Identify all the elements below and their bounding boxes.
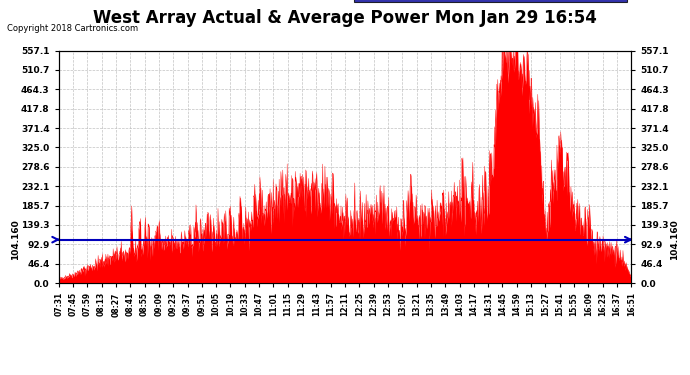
Legend: Average  (DC Watts), West Array  (DC Watts): Average (DC Watts), West Array (DC Watts… <box>355 0 627 2</box>
Text: West Array Actual & Average Power Mon Jan 29 16:54: West Array Actual & Average Power Mon Ja… <box>93 9 597 27</box>
Text: Copyright 2018 Cartronics.com: Copyright 2018 Cartronics.com <box>7 24 138 33</box>
Text: 104.160: 104.160 <box>670 219 679 260</box>
Text: 104.160: 104.160 <box>11 219 20 260</box>
